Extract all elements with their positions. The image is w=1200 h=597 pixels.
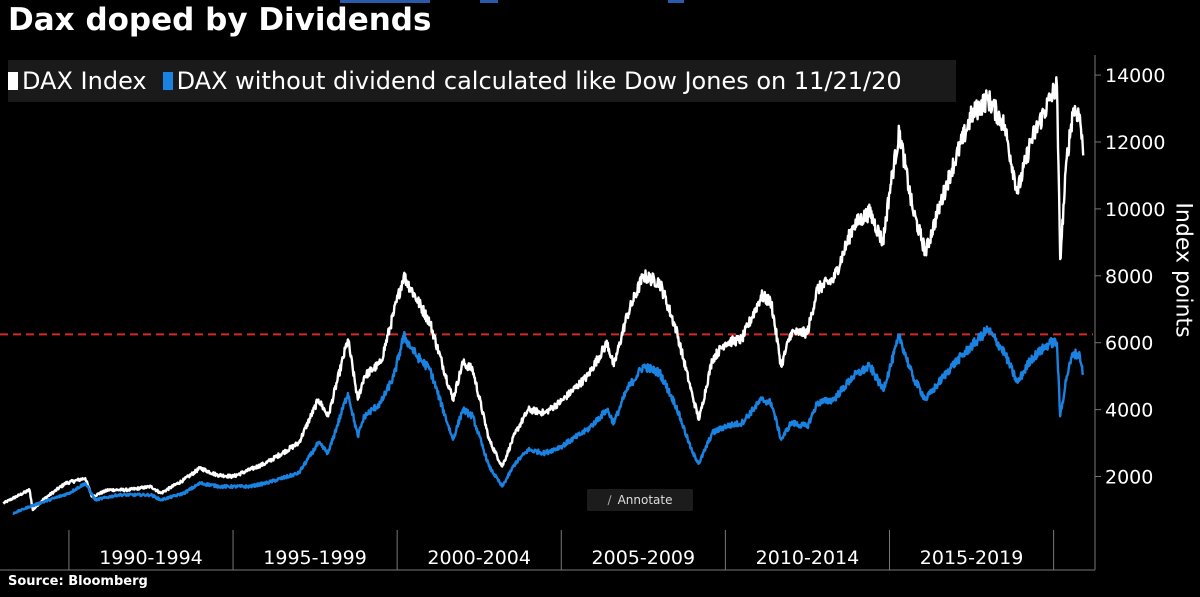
x-category-label: 1990-1994	[99, 547, 203, 569]
x-category-label: 2000-2004	[427, 547, 531, 569]
y-tick-label: 12000	[1105, 132, 1165, 154]
x-category-label: 2015-2019	[920, 547, 1024, 569]
y-tick-label: 6000	[1105, 333, 1153, 355]
pencil-icon: ∕	[607, 493, 612, 507]
x-category-label: 1995-1999	[263, 547, 367, 569]
chart-title: Dax doped by Dividends	[8, 2, 432, 38]
series-line-dax	[2, 76, 1085, 512]
legend-item-dax: DAX Index	[8, 67, 147, 95]
legend-swatch-dax-no-dividend	[162, 72, 173, 90]
chart-legend: DAX Index DAX without dividend calculate…	[8, 60, 956, 102]
top-accent-bar	[0, 0, 1200, 4]
y-tick-label: 2000	[1105, 467, 1153, 489]
x-category-label: 2005-2009	[592, 547, 696, 569]
legend-label-dax-no-dividend: DAX without dividend calculated like Dow…	[176, 67, 902, 95]
legend-item-dax-no-dividend: DAX without dividend calculated like Dow…	[162, 67, 902, 95]
x-category-label: 2010-2014	[756, 547, 860, 569]
y-tick-label: 8000	[1105, 266, 1153, 288]
legend-label-dax: DAX Index	[22, 67, 147, 95]
annotate-button[interactable]: ∕ Annotate	[587, 489, 693, 511]
annotate-label: Annotate	[617, 493, 673, 507]
legend-swatch-dax	[8, 72, 18, 90]
source-note: Source: Bloomberg	[8, 574, 148, 589]
y-tick-label: 10000	[1105, 199, 1165, 221]
series-line-dax-no-dividend	[12, 325, 1085, 515]
y-tick-label: 4000	[1105, 400, 1153, 422]
y-axis-title: Index points	[1163, 170, 1200, 370]
y-axis-title-text: Index points	[1170, 202, 1196, 338]
y-tick-label: 14000	[1105, 65, 1165, 87]
